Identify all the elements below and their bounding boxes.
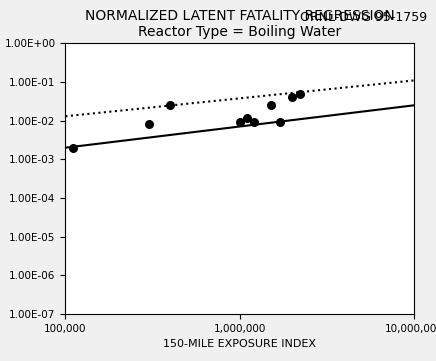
- Point: [267, 103, 274, 108]
- Point: [276, 119, 283, 125]
- Point: [289, 95, 296, 100]
- Point: [145, 122, 152, 127]
- Point: [167, 103, 174, 108]
- Point: [296, 91, 303, 96]
- Point: [244, 115, 251, 121]
- Title: NORMALIZED LATENT FATALITY REGRESSION
Reactor Type = Boiling Water: NORMALIZED LATENT FATALITY REGRESSION Re…: [85, 9, 395, 39]
- Point: [69, 145, 76, 151]
- Point: [250, 119, 257, 125]
- Text: ORNL-DWG 95-1759: ORNL-DWG 95-1759: [300, 11, 427, 24]
- Point: [236, 119, 243, 125]
- X-axis label: 150-MILE EXPOSURE INDEX: 150-MILE EXPOSURE INDEX: [164, 339, 316, 349]
